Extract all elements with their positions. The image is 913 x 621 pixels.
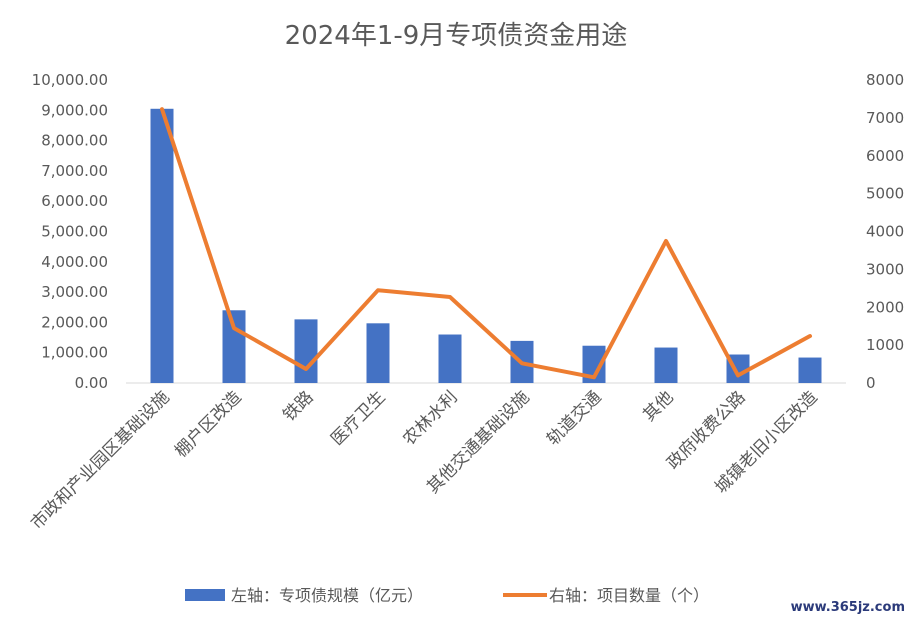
bar (366, 323, 390, 383)
left-tick-label: 2,000.00 (41, 313, 108, 331)
right-tick-label: 8000 (866, 71, 904, 89)
bar (798, 357, 822, 383)
right-tick-label: 0 (866, 374, 876, 392)
line-point (377, 289, 379, 291)
left-tick-label: 8,000.00 (41, 132, 108, 150)
right-tick-label: 1000 (866, 336, 904, 354)
line-point (593, 376, 595, 378)
legend-line-label: 右轴：项目数量（个） (549, 586, 709, 605)
left-tick-label: 7,000.00 (41, 162, 108, 180)
line-point (233, 327, 235, 329)
left-tick-label: 10,000.00 (32, 71, 108, 89)
bar (150, 108, 174, 383)
legend: 左轴：专项债规模（亿元） 右轴：项目数量（个） (185, 586, 709, 605)
watermark: www.365jz.com (791, 600, 905, 615)
right-tick-label: 5000 (866, 185, 904, 203)
bar (654, 347, 678, 383)
line-point (161, 108, 163, 110)
left-tick-label: 6,000.00 (41, 192, 108, 210)
category-label: 市政和产业园区基础设施 (27, 387, 173, 533)
right-tick-label: 3000 (866, 260, 904, 278)
bar (582, 345, 606, 383)
line-point (809, 335, 811, 337)
category-label: 医疗卫生 (327, 387, 389, 449)
category-label: 轨道交通 (543, 387, 605, 449)
left-tick-label: 4,000.00 (41, 253, 108, 271)
line-path (160, 107, 812, 380)
bar (438, 334, 462, 383)
line-point (521, 362, 523, 364)
left-axis: 0.00 1,000.00 2,000.00 3,000.00 4,000.00 5,00… (32, 71, 108, 392)
legend-bar-swatch (185, 589, 225, 601)
left-tick-label: 5,000.00 (41, 223, 108, 241)
line-point (305, 368, 307, 370)
line-series (160, 107, 812, 380)
line-point (737, 374, 739, 376)
category-label: 农林水利 (399, 387, 461, 449)
left-tick-label: 1,000.00 (41, 344, 108, 362)
legend-bar-label: 左轴：专项债规模（亿元） (231, 586, 423, 605)
category-label: 其他 (639, 387, 677, 425)
line-point (665, 240, 667, 242)
bar (222, 310, 246, 383)
bar-series (150, 108, 822, 383)
bar (294, 319, 318, 383)
left-tick-label: 0.00 (75, 374, 108, 392)
right-tick-label: 6000 (866, 147, 904, 165)
category-label: 铁路 (279, 387, 317, 425)
right-tick-label: 7000 (866, 109, 904, 127)
left-tick-label: 9,000.00 (41, 101, 108, 119)
right-tick-label: 4000 (866, 223, 904, 241)
chart-title: 2024年1-9月专项债资金用途 (285, 21, 628, 51)
line-point (449, 296, 451, 298)
right-tick-label: 2000 (866, 298, 904, 316)
left-tick-label: 3,000.00 (41, 283, 108, 301)
right-axis: 0 1000 2000 3000 4000 5000 6000 7000 8000 (866, 71, 904, 392)
category-label: 棚户区改造 (171, 387, 245, 461)
